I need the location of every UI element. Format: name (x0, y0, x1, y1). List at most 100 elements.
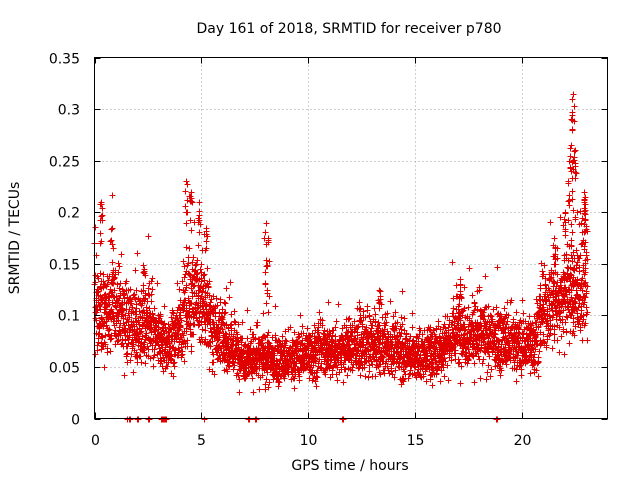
data-point (263, 257, 270, 264)
data-point (529, 320, 536, 327)
data-point (193, 271, 200, 278)
data-point (494, 264, 501, 271)
data-point (177, 323, 184, 330)
data-point (276, 379, 283, 386)
data-point (165, 321, 172, 328)
data-point (133, 301, 140, 308)
data-point (527, 370, 534, 377)
data-point (362, 314, 369, 321)
data-point (127, 357, 134, 364)
data-point (207, 299, 214, 306)
data-point (583, 249, 590, 256)
data-point (582, 294, 589, 301)
data-point (100, 271, 107, 278)
data-point (94, 289, 101, 296)
data-point (399, 288, 406, 295)
data-point (383, 319, 390, 326)
data-point (373, 351, 380, 358)
data-point (400, 378, 407, 385)
data-point (535, 373, 542, 380)
data-point (327, 357, 334, 364)
data-point (109, 299, 116, 306)
data-point (151, 352, 158, 359)
data-point (195, 322, 202, 329)
data-point (182, 287, 189, 294)
data-point (201, 416, 208, 423)
data-point (275, 383, 282, 390)
data-point (547, 219, 554, 226)
data-point (315, 324, 322, 331)
data-point (214, 302, 221, 309)
data-point (226, 363, 233, 370)
data-point (333, 318, 340, 325)
data-point (571, 299, 578, 306)
data-point (573, 170, 580, 177)
data-point (189, 259, 196, 266)
data-point (515, 324, 522, 331)
data-point (94, 342, 101, 349)
data-point (428, 360, 435, 367)
data-point (275, 337, 282, 344)
data-point (419, 331, 426, 338)
data-point (491, 330, 498, 337)
data-point (344, 372, 351, 379)
data-point (279, 333, 286, 340)
data-point (200, 272, 207, 279)
data-point (317, 364, 324, 371)
data-point (92, 279, 99, 286)
data-point (161, 303, 168, 310)
data-point (581, 210, 588, 217)
data-point (174, 280, 181, 287)
data-point (102, 341, 109, 348)
data-point (142, 360, 149, 367)
data-point (176, 286, 183, 293)
data-point (149, 286, 156, 293)
data-point (306, 334, 313, 341)
data-point (582, 194, 589, 201)
data-point (114, 281, 121, 288)
data-point (120, 307, 127, 314)
data-point (265, 235, 272, 242)
data-point (170, 360, 177, 367)
data-point (362, 373, 369, 380)
data-point (206, 278, 213, 285)
data-point (116, 285, 123, 292)
data-point (457, 276, 464, 283)
data-point (183, 220, 190, 227)
data-point (562, 319, 569, 326)
data-point (360, 308, 367, 315)
data-point (124, 350, 131, 357)
data-point (180, 258, 187, 265)
data-point (377, 296, 384, 303)
data-point (178, 354, 185, 361)
data-point (92, 351, 99, 358)
data-point (291, 375, 298, 382)
data-point (219, 306, 226, 313)
data-point (176, 312, 183, 319)
data-point (227, 322, 234, 329)
data-point (465, 304, 472, 311)
data-point (359, 323, 366, 330)
data-point (471, 307, 478, 314)
data-point (466, 265, 473, 272)
data-point (562, 209, 569, 216)
data-point (110, 245, 117, 252)
data-point (178, 344, 185, 351)
data-point (184, 197, 191, 204)
data-point (224, 368, 231, 375)
data-point (561, 273, 568, 280)
data-point (440, 364, 447, 371)
x-tick-label: 20 (514, 433, 532, 449)
data-point (395, 363, 402, 370)
data-point (265, 384, 272, 391)
data-point (366, 313, 373, 320)
data-point (568, 243, 575, 250)
data-point (146, 416, 153, 423)
data-point (259, 372, 266, 379)
data-point (427, 324, 434, 331)
data-point (370, 331, 377, 338)
x-axis-label: GPS time / hours (291, 458, 408, 474)
data-point (485, 362, 492, 369)
data-point (183, 282, 190, 289)
data-point (119, 340, 126, 347)
